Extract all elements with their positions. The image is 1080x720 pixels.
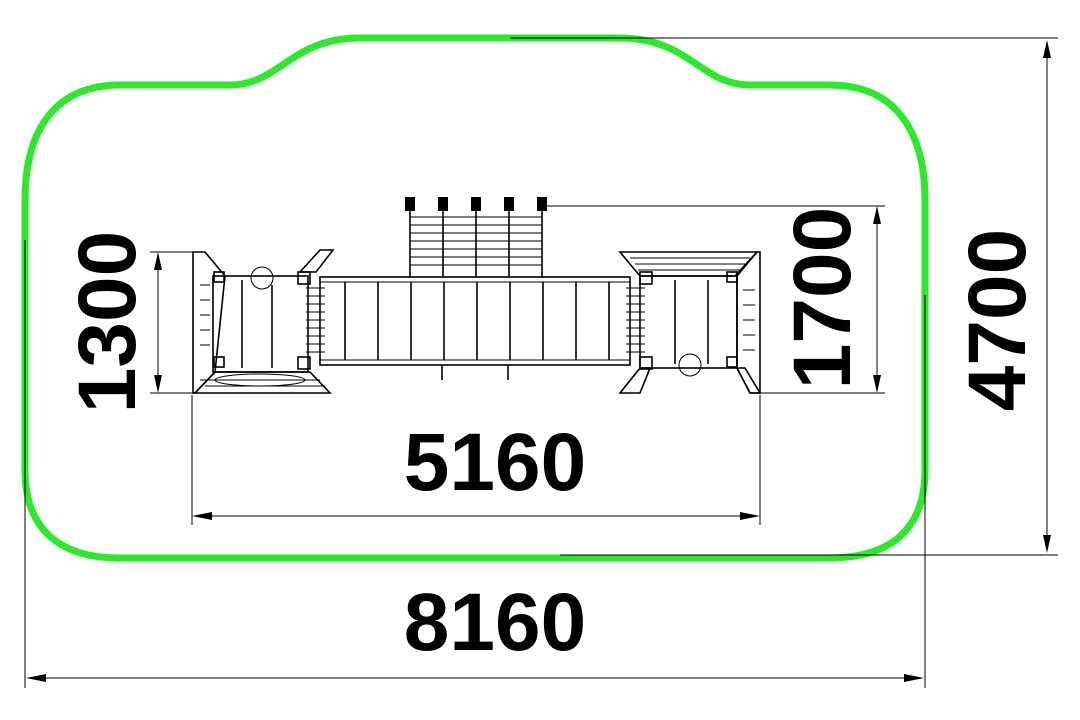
- playground-structure: [192, 197, 762, 394]
- climbing-ladder: [405, 197, 547, 277]
- extension-lines: [24, 37, 1058, 688]
- dim-depth-right-label: 1700: [777, 207, 868, 389]
- right-tower: [618, 251, 762, 394]
- left-tower: [192, 249, 335, 394]
- dim-total-depth-label: 4700: [952, 229, 1043, 411]
- dimension-lines: [26, 40, 1051, 682]
- dim-total-width-label: 8160: [404, 577, 586, 668]
- bridge: [319, 276, 631, 380]
- dim-structure-width-label: 5160: [404, 417, 586, 508]
- dim-depth-left-label: 1300: [62, 231, 153, 413]
